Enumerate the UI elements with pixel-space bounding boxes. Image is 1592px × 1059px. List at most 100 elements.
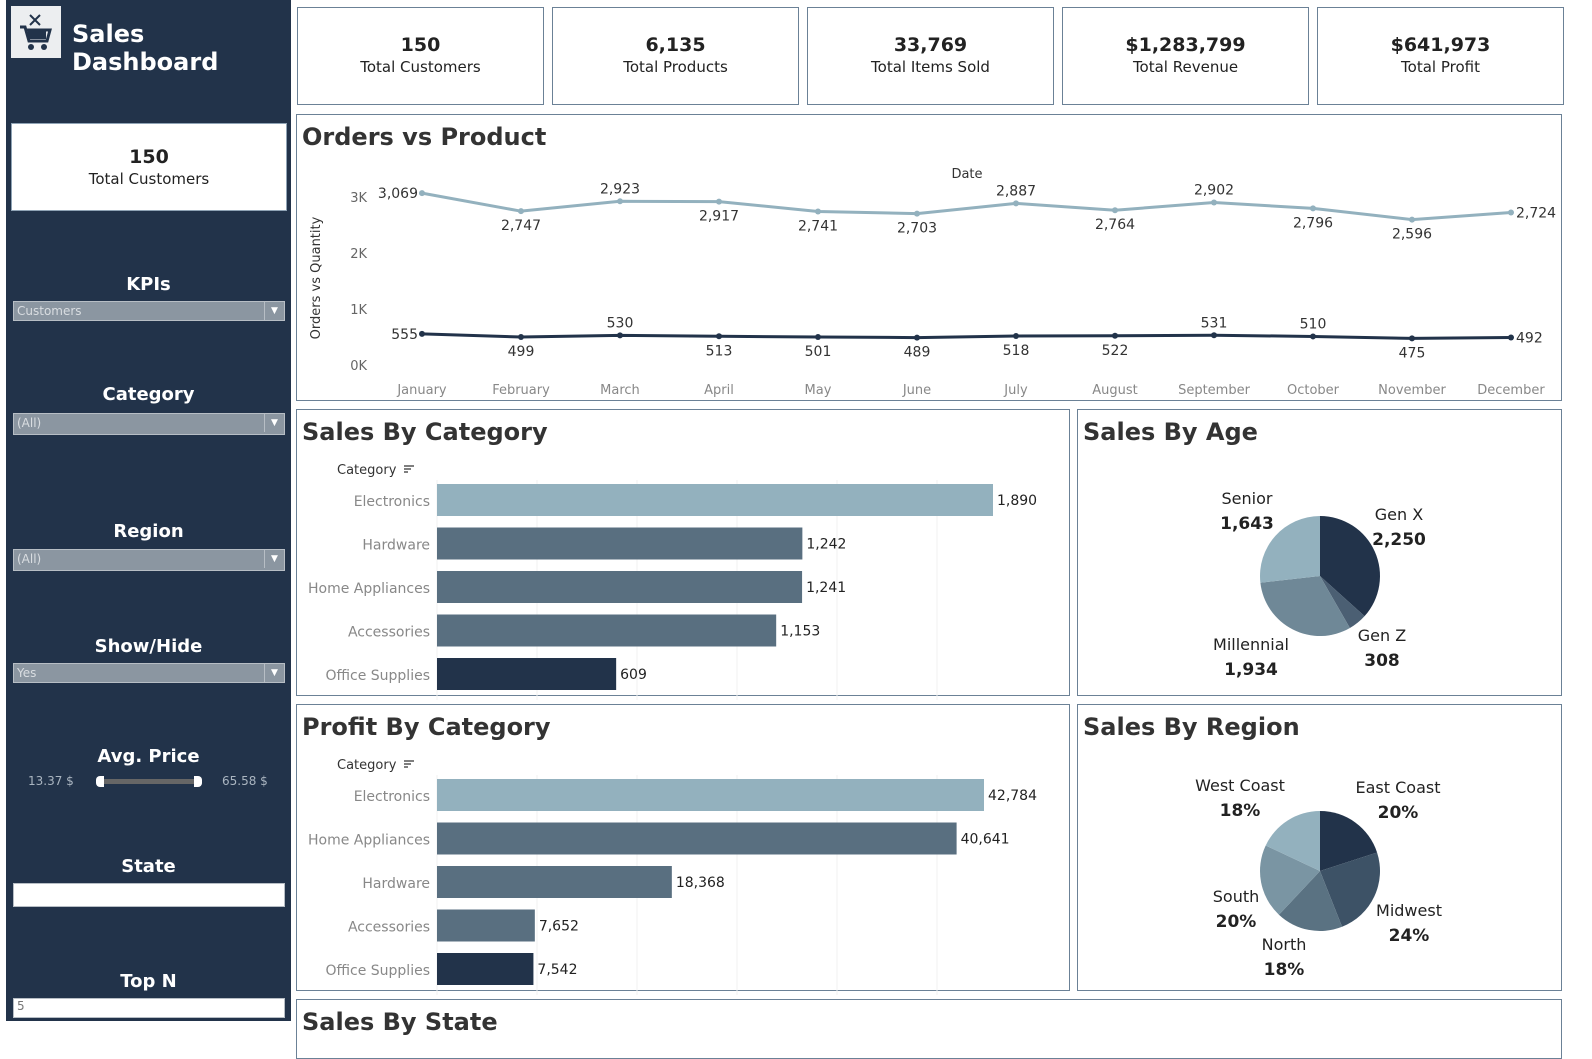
- data-label: 489: [904, 345, 931, 361]
- pie-slice: [1320, 852, 1380, 927]
- chevron-down-icon[interactable]: ▼: [264, 664, 284, 682]
- category-filter-label: Category: [102, 384, 195, 405]
- kpi-label: Total Items Sold: [871, 58, 990, 76]
- kpi-card: $1,283,799 Total Revenue: [1062, 7, 1309, 105]
- pie-value-label: 24%: [1389, 926, 1430, 946]
- pie-category-label: West Coast: [1195, 776, 1285, 795]
- pie-category-label: South: [1213, 887, 1260, 906]
- kpi-card: 150 Total Customers: [297, 7, 544, 105]
- pie-value-label: 2,250: [1372, 530, 1426, 550]
- data-label: 2,703: [897, 221, 937, 237]
- bar: [437, 822, 957, 855]
- chevron-down-icon[interactable]: ▼: [264, 550, 284, 568]
- pie-category-label: Gen X: [1375, 505, 1423, 524]
- sort-icon: [404, 760, 414, 768]
- kpi-label: Total Revenue: [1132, 58, 1239, 76]
- kpi-label: Total Customers: [360, 58, 481, 76]
- x-tick-label: November: [1378, 383, 1446, 398]
- data-label: 522: [1102, 343, 1129, 359]
- panel-title: Sales By Age: [1083, 418, 1258, 446]
- data-label: 499: [508, 344, 535, 360]
- bar-label: 18,368: [676, 875, 725, 891]
- pie-category-label: Gen Z: [1358, 626, 1406, 645]
- data-point: [716, 333, 722, 340]
- bar: [437, 614, 777, 647]
- panel-title: Profit By Category: [302, 713, 551, 741]
- top-n-input[interactable]: 5: [13, 998, 285, 1018]
- bar-label: 1,241: [806, 580, 846, 596]
- kpi-label: Total Profit: [1401, 58, 1480, 76]
- pie-slice: [1320, 516, 1381, 617]
- bar-label: 42,784: [988, 788, 1037, 804]
- data-label: 2,724: [1516, 205, 1556, 221]
- bar-label: 1,153: [780, 624, 820, 640]
- panel-title: Sales By Region: [1083, 713, 1300, 741]
- series-line: [421, 332, 1512, 340]
- slider-handle-max[interactable]: [194, 776, 202, 787]
- panel-title: Orders vs Product: [302, 123, 547, 151]
- data-label: 2,596: [1392, 227, 1432, 243]
- data-point: [1013, 200, 1019, 207]
- data-point: [1013, 332, 1019, 339]
- data-point: [1112, 207, 1118, 214]
- data-point: [1508, 209, 1514, 216]
- pie-value-label: 20%: [1216, 912, 1257, 932]
- x-tick-label: April: [704, 383, 734, 398]
- data-label: 2,902: [1194, 182, 1234, 198]
- x-tick-label: June: [902, 383, 931, 398]
- y-tick-label: 1K: [350, 303, 367, 318]
- avg-price-max: 65.58 $: [222, 774, 268, 788]
- x-tick-label: December: [1477, 383, 1545, 398]
- charts-layer: Date Orders vs Quantity 0K 1K 2K 3K January Feb…: [308, 167, 1556, 995]
- kpi-label: Total Products: [623, 58, 728, 76]
- data-point: [815, 333, 821, 340]
- y-axis-title: Orders vs Quantity: [309, 216, 324, 339]
- avg-price-slider-track[interactable]: [102, 779, 202, 784]
- pie-slice: [1260, 845, 1320, 915]
- region-dropdown[interactable]: (All) ▼: [13, 549, 285, 571]
- category-label: Office Supplies: [325, 668, 430, 684]
- kpi-value: 6,135: [645, 34, 706, 56]
- bar: [437, 571, 803, 603]
- category-label: Accessories: [348, 625, 430, 641]
- data-label: 2,887: [996, 183, 1036, 199]
- kpi-card: 33,769 Total Items Sold: [807, 7, 1054, 105]
- data-label: 501: [805, 344, 832, 360]
- dropdown-value: (All): [17, 416, 42, 430]
- x-tick-label: August: [1092, 383, 1138, 398]
- app-title: Sales Dashboard: [72, 20, 219, 76]
- sidebar: Sales Dashboard 150 Total Customers KPIs…: [6, 0, 291, 1021]
- y-tick-label: 0K: [350, 359, 367, 374]
- x-tick-label: July: [1003, 383, 1028, 398]
- top-n-label: Top N: [120, 971, 177, 992]
- show-hide-dropdown[interactable]: Yes ▼: [13, 663, 285, 683]
- bar-label: 40,641: [961, 832, 1010, 848]
- data-point: [914, 210, 920, 217]
- pie-slice: [1320, 576, 1365, 629]
- shopping-cart-icon: [11, 6, 61, 58]
- chevron-down-icon[interactable]: ▼: [264, 414, 284, 432]
- sidebar-kpi-card: 150 Total Customers: [11, 123, 287, 211]
- data-label: 3,069: [378, 186, 418, 202]
- x-tick-label: October: [1287, 383, 1340, 398]
- slider-handle-min[interactable]: [96, 776, 104, 787]
- state-input[interactable]: [13, 883, 285, 907]
- category-dropdown[interactable]: (All) ▼: [13, 413, 285, 435]
- kpi-value: $641,973: [1390, 34, 1491, 56]
- pie-value-label: 18%: [1264, 960, 1305, 980]
- data-label: 530: [607, 315, 634, 331]
- category-label: Office Supplies: [325, 963, 430, 979]
- avg-price-min: 13.37 $: [28, 774, 74, 788]
- bar-label: 7,652: [539, 919, 579, 935]
- kpi-card: $641,973 Total Profit: [1317, 7, 1564, 105]
- panel-title: Sales By Category: [302, 418, 548, 446]
- data-point: [1409, 216, 1415, 223]
- data-point: [716, 198, 722, 205]
- data-label: 510: [1300, 316, 1327, 332]
- data-label: 513: [706, 343, 733, 359]
- chevron-down-icon[interactable]: ▼: [264, 302, 284, 320]
- data-point: [1310, 333, 1316, 340]
- pie-category-label: North: [1262, 935, 1307, 954]
- kpis-dropdown[interactable]: Customers ▼: [13, 301, 285, 321]
- data-label: 518: [1003, 343, 1030, 359]
